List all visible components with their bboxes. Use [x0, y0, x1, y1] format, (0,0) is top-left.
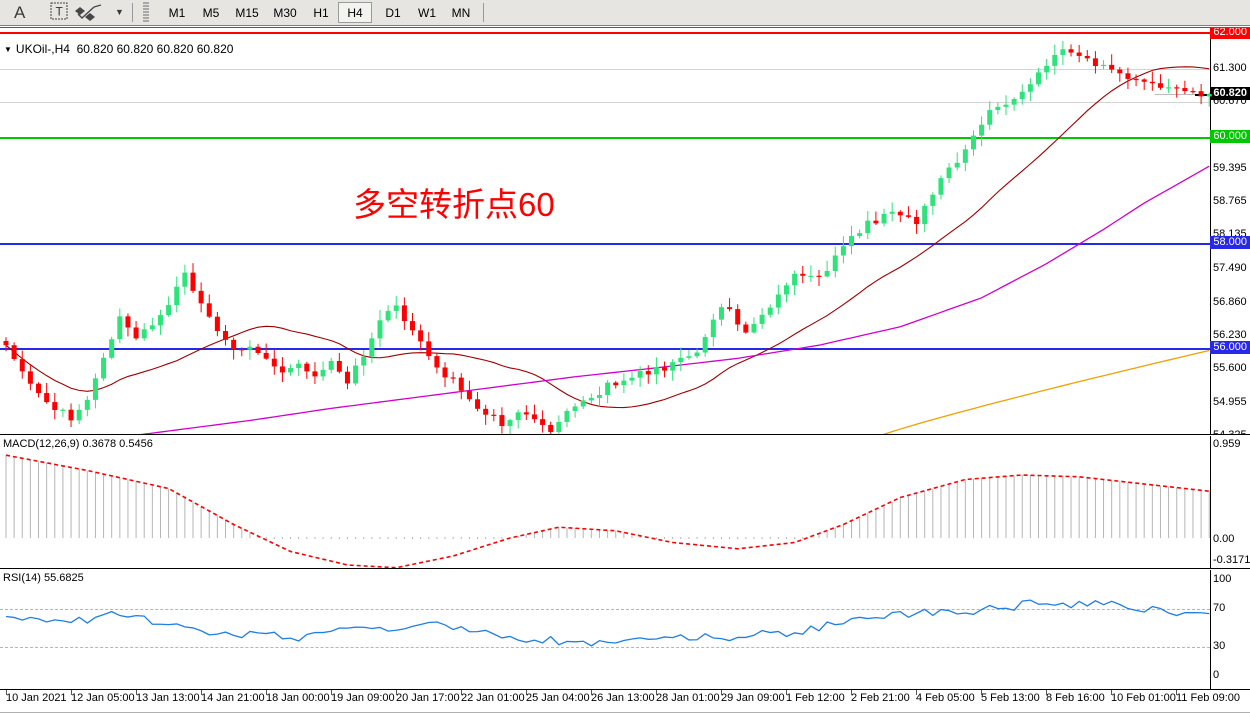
svg-text:T: T	[56, 5, 64, 19]
